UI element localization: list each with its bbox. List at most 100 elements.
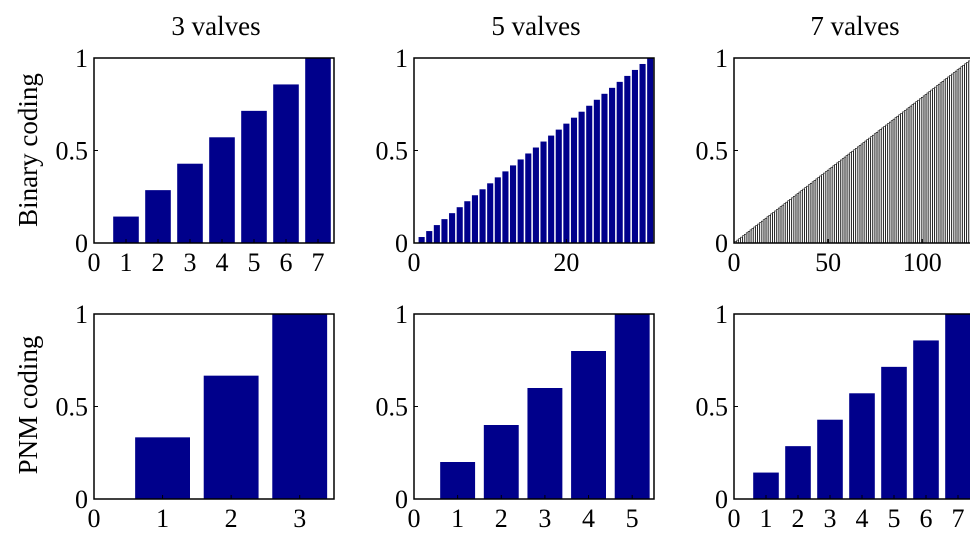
x-tick-label-binary-5-0: 0 [408,248,421,277]
bar-binary-7-19 [768,215,771,244]
bar-binary-7-63 [851,150,854,244]
bar-binary-7-118 [954,70,958,244]
x-tick-label-binary-3-1: 1 [120,248,133,277]
bar-pnm-7-4 [849,393,875,499]
bar-binary-5-14 [517,159,524,243]
bar-binary-7-71 [866,139,869,244]
bar-binary-7-51 [828,168,832,244]
y-tick-label-pnm-7-0: 0 [715,485,728,514]
y-tick-label-pnm-5-1: 1 [395,300,408,329]
x-tick-label-pnm-7-1: 1 [760,504,773,533]
bar-binary-7-41 [809,182,813,244]
bar-binary-7-16 [762,219,766,244]
bar-binary-7-47 [821,174,824,244]
bar-binary-7-53 [832,165,835,244]
bar-binary-7-11 [753,226,756,244]
bar-binary-7-5 [742,235,745,244]
x-tick-label-binary-7-100: 100 [903,248,942,277]
bar-pnm-3-1 [135,437,190,499]
bar-binary-7-36 [800,190,803,244]
y-tick-label-binary-7-0: 0 [715,229,728,258]
bar-binary-7-37 [802,188,805,244]
bar-binary-7-99 [919,98,922,244]
x-tick-label-pnm-5-3: 3 [538,504,551,533]
bar-binary-7-79 [881,127,884,244]
bar-binary-7-35 [798,191,802,244]
bar-pnm-3-2 [203,375,259,499]
bar-binary-3-6 [273,84,299,244]
bar-binary-7-60 [845,155,849,244]
plot-pnm-3-valves: 0 1 2 3 0 0.5 1 [56,300,335,533]
bar-pnm-7-7 [945,314,970,499]
bar-binary-7-103 [926,92,930,244]
bar-binary-5-27 [616,81,623,244]
bar-binary-7-66 [856,146,860,244]
bar-binary-7-104 [928,91,931,244]
x-tick-label-binary-3-5: 5 [248,248,261,277]
bar-binary-7-45 [817,177,820,244]
bar-binary-7-108 [936,85,939,244]
bar-binary-7-124 [966,62,969,244]
bar-pnm-7-1 [753,472,779,499]
bar-binary-5-10 [487,183,494,243]
bar-binary-7-25 [779,206,783,244]
bar-binary-7-83 [888,121,892,244]
x-tick-label-pnm-5-2: 2 [495,504,508,533]
bar-binary-7-4 [740,236,743,244]
bar-binary-7-84 [890,120,894,244]
bar-binary-7-85 [892,118,896,244]
x-tick-label-pnm-3-3: 3 [293,504,306,533]
bar-binary-7-14 [759,222,762,244]
bar-binary-7-122 [962,64,965,244]
bar-binary-7-28 [785,201,788,244]
column-title-5-valves: 5 valves [491,11,580,41]
bar-binary-7-69 [862,142,866,244]
bar-pnm-5-1 [440,462,476,499]
bar-binary-5-9 [479,189,486,243]
bar-binary-7-54 [834,164,837,244]
bar-binary-7-90 [902,111,905,244]
x-tick-label-binary-3-4: 4 [216,248,229,277]
bar-binary-7-13 [757,223,760,244]
bar-binary-7-31 [791,197,794,244]
x-tick-label-binary-7-50: 50 [815,248,841,277]
bar-binary-7-44 [815,178,818,244]
y-tick-label-binary-3-1: 1 [75,44,88,73]
bar-binary-7-15 [760,220,764,244]
bar-binary-7-61 [847,153,850,244]
x-tick-label-pnm-7-0: 0 [728,504,741,533]
y-tick-label-pnm-5-0: 0 [395,485,408,514]
y-tick-label-pnm-7-0.5: 0.5 [696,393,729,422]
bar-binary-7-88 [898,114,901,244]
bar-binary-7-75 [873,133,877,244]
bar-binary-7-115 [949,75,952,244]
bar-binary-7-12 [755,225,758,244]
bar-binary-7-80 [883,126,886,244]
bar-binary-5-24 [593,99,600,243]
bar-binary-7-29 [787,200,790,244]
bar-binary-7-76 [875,131,879,244]
x-tick-label-pnm-3-0: 0 [88,504,101,533]
x-tick-label-pnm-7-3: 3 [824,504,837,533]
y-tick-label-binary-3-0: 0 [75,229,88,258]
bar-pnm-5-2 [483,425,519,499]
bar-binary-7-7 [745,232,749,244]
plot-binary-3-valves: 0 1 2 3 4 5 6 700.51 [56,44,335,277]
bar-binary-5-19 [555,129,562,243]
bar-pnm-7-6 [913,340,939,499]
bar-binary-5-11 [494,177,501,243]
x-tick-label-binary-3-3: 3 [184,248,197,277]
bar-binary-3-5 [241,110,267,244]
bar-binary-7-26 [781,204,785,244]
bar-binary-7-92 [905,108,909,244]
bar-binary-3-1 [113,216,139,243]
x-tick-label-pnm-5-4: 4 [582,504,595,533]
bar-binary-7-9 [749,229,753,244]
bar-binary-7-72 [868,137,871,244]
bar-binary-7-96 [913,102,916,244]
bar-binary-7-62 [849,152,852,244]
bar-binary-5-18 [548,135,555,243]
bar-binary-7-116 [951,73,954,244]
bar-binary-7-33 [794,194,798,244]
